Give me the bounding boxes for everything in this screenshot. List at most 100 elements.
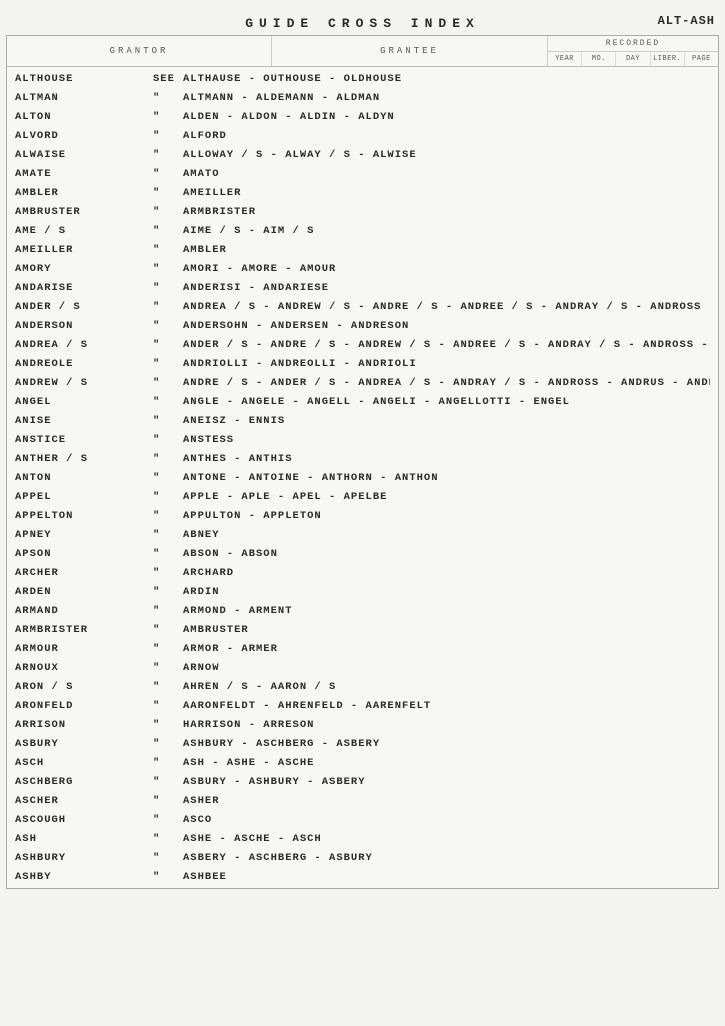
see-mark: "	[153, 396, 183, 408]
table-row: ALWAISE"ALLOWAY / S - ALWAY / S - ALWISE	[7, 145, 718, 164]
table-row: ANISE"ANEISZ - ENNIS	[7, 411, 718, 430]
header-page: PAGE	[685, 52, 718, 66]
table-row: ASH"ASHE - ASCHE - ASCH	[7, 829, 718, 848]
see-mark: "	[153, 415, 183, 427]
variants-cell: ANDERSOHN - ANDERSEN - ANDRESON	[183, 320, 710, 332]
header-year: YEAR	[548, 52, 582, 66]
variants-cell: ANTONE - ANTOINE - ANTHORN - ANTHON	[183, 472, 710, 484]
grantor-cell: ARON / S	[15, 681, 153, 693]
table-row: ANDER / S"ANDREA / S - ANDREW / S - ANDR…	[7, 297, 718, 316]
variants-cell: AMORI - AMORE - AMOUR	[183, 263, 710, 275]
header-grantee: GRANTEE	[272, 36, 548, 66]
see-mark: "	[153, 453, 183, 465]
index-table: GRANTOR GRANTEE RECORDED YEAR MO. DAY LI…	[6, 35, 719, 889]
table-row: AMEILLER"AMBLER	[7, 240, 718, 259]
table-row: ALTMAN"ALTMANN - ALDEMANN - ALDMAN	[7, 88, 718, 107]
see-mark: "	[153, 662, 183, 674]
variants-cell: ARMOR - ARMER	[183, 643, 710, 655]
grantor-cell: APSON	[15, 548, 153, 560]
table-row: ASHBY"ASHBEE	[7, 867, 718, 886]
table-row: AMBLER"AMEILLER	[7, 183, 718, 202]
variants-cell: ASHBURY - ASCHBERG - ASBERY	[183, 738, 710, 750]
grantor-cell: ARONFELD	[15, 700, 153, 712]
variants-cell: ASBERY - ASCHBERG - ASBURY	[183, 852, 710, 864]
table-row: ASBURY"ASHBURY - ASCHBERG - ASBERY	[7, 734, 718, 753]
variants-cell: ASHER	[183, 795, 710, 807]
table-row: ARCHER"ARCHARD	[7, 563, 718, 582]
see-mark: "	[153, 130, 183, 142]
see-mark: "	[153, 244, 183, 256]
see-mark: "	[153, 149, 183, 161]
variants-cell: ASBURY - ASHBURY - ASBERY	[183, 776, 710, 788]
table-row: ALVORD"ALFORD	[7, 126, 718, 145]
table-row: ANTON"ANTONE - ANTOINE - ANTHORN - ANTHO…	[7, 468, 718, 487]
see-mark: "	[153, 92, 183, 104]
table-row: ALTHOUSESEEALTHAUSE - OUTHOUSE - OLDHOUS…	[7, 69, 718, 88]
table-row: APPELTON"APPULTON - APPLETON	[7, 506, 718, 525]
grantor-cell: ANDARISE	[15, 282, 153, 294]
see-mark: "	[153, 776, 183, 788]
table-row: APPEL"APPLE - APLE - APEL - APELBE	[7, 487, 718, 506]
see-mark: "	[153, 643, 183, 655]
variants-cell: ANGLE - ANGELE - ANGELL - ANGELI - ANGEL…	[183, 396, 710, 408]
table-row: ARONFELD"AARONFELDT - AHRENFELD - AARENF…	[7, 696, 718, 715]
see-mark: "	[153, 358, 183, 370]
see-mark: "	[153, 491, 183, 503]
variants-cell: ARDIN	[183, 586, 710, 598]
see-mark: "	[153, 681, 183, 693]
variants-cell: AARONFELDT - AHRENFELD - AARENFELT	[183, 700, 710, 712]
variants-cell: AMATO	[183, 168, 710, 180]
table-row: ANDARISE"ANDERISI - ANDARIESE	[7, 278, 718, 297]
variants-cell: ALFORD	[183, 130, 710, 142]
table-row: ARMBRISTER"AMBRUSTER	[7, 620, 718, 639]
table-row: ANGEL"ANGLE - ANGELE - ANGELL - ANGELI -…	[7, 392, 718, 411]
grantor-cell: ALVORD	[15, 130, 153, 142]
table-header: GRANTOR GRANTEE RECORDED YEAR MO. DAY LI…	[7, 36, 718, 67]
variants-cell: AHREN / S - AARON / S	[183, 681, 710, 693]
table-row: ANSTICE"ANSTESS	[7, 430, 718, 449]
grantor-cell: ALTON	[15, 111, 153, 123]
see-mark: "	[153, 605, 183, 617]
header-liber: LIBER.	[651, 52, 685, 66]
grantor-cell: AMORY	[15, 263, 153, 275]
grantor-cell: ANDREA / S	[15, 339, 153, 351]
see-mark: "	[153, 548, 183, 560]
table-row: ASCHBERG"ASBURY - ASHBURY - ASBERY	[7, 772, 718, 791]
grantor-cell: ANDER / S	[15, 301, 153, 313]
grantor-cell: ARCHER	[15, 567, 153, 579]
grantor-cell: ASHBY	[15, 871, 153, 883]
table-row: ASCOUGH"ASCO	[7, 810, 718, 829]
page-title: GUIDE CROSS INDEX ALT-ASH	[6, 8, 719, 35]
variants-cell: ARMOND - ARMENT	[183, 605, 710, 617]
header-recorded: RECORDED YEAR MO. DAY LIBER. PAGE	[548, 36, 718, 66]
variants-cell: ASHE - ASCHE - ASCH	[183, 833, 710, 845]
variants-cell: ABSON - ABSON	[183, 548, 710, 560]
variants-cell: ALDEN - ALDON - ALDIN - ALDYN	[183, 111, 710, 123]
table-row: ANDERSON"ANDERSOHN - ANDERSEN - ANDRESON	[7, 316, 718, 335]
variants-cell: ABNEY	[183, 529, 710, 541]
grantor-cell: ALTMAN	[15, 92, 153, 104]
grantor-cell: ANDREOLE	[15, 358, 153, 370]
variants-cell: ALLOWAY / S - ALWAY / S - ALWISE	[183, 149, 710, 161]
grantor-cell: APPEL	[15, 491, 153, 503]
grantor-cell: APNEY	[15, 529, 153, 541]
grantor-cell: ANDREW / S	[15, 377, 153, 389]
see-mark: "	[153, 624, 183, 636]
table-row: AMBRUSTER"ARMBRISTER	[7, 202, 718, 221]
see-mark: "	[153, 225, 183, 237]
grantor-cell: ASCH	[15, 757, 153, 769]
grantor-cell: ANTON	[15, 472, 153, 484]
see-mark: "	[153, 206, 183, 218]
table-row: AMATE"AMATO	[7, 164, 718, 183]
see-mark: "	[153, 320, 183, 332]
variants-cell: ARCHARD	[183, 567, 710, 579]
grantor-cell: AMATE	[15, 168, 153, 180]
grantor-cell: ASHBURY	[15, 852, 153, 864]
variants-cell: ASHBEE	[183, 871, 710, 883]
grantor-cell: AMBRUSTER	[15, 206, 153, 218]
variants-cell: ARMBRISTER	[183, 206, 710, 218]
see-mark: "	[153, 111, 183, 123]
variants-cell: AIME / S - AIM / S	[183, 225, 710, 237]
variants-cell: ASCO	[183, 814, 710, 826]
variants-cell: ANSTESS	[183, 434, 710, 446]
